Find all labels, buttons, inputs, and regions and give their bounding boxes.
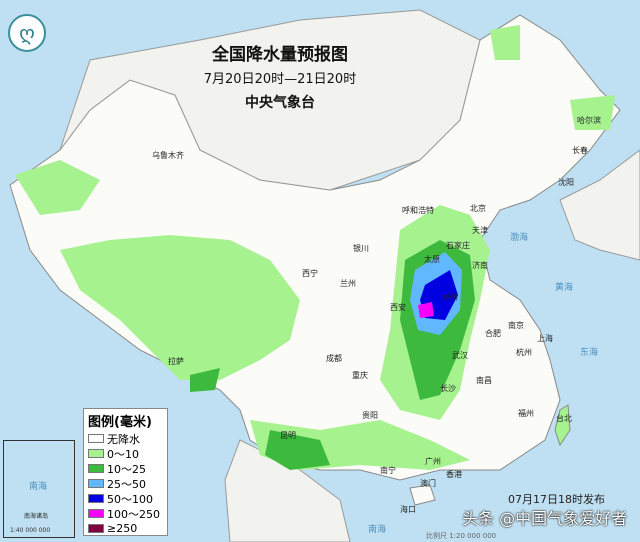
city-label: 成都 [326,354,342,363]
city-label: 西宁 [302,269,318,278]
legend-item: 100～250 [88,506,163,521]
legend-label: 无降水 [107,432,140,446]
legend-title: 图例(毫米) [88,415,152,430]
city-label: 重庆 [352,371,368,380]
city-label: 南昌 [476,376,492,385]
rain-0-10-west [60,235,300,380]
city-label: 银川 [353,244,369,253]
city-label: 广州 [425,457,441,466]
forecast-period: 7月20日20时—21日20时 [203,72,357,87]
map-title: 全国降水量预报图 [212,45,348,65]
city-label: 澳门 [420,479,436,488]
sea-label: 南海 [368,525,387,535]
legend-label: 10～25 [107,462,146,476]
legend-label: 50～100 [107,492,153,506]
city-label: 兰州 [340,279,356,288]
city-label: 长春 [572,146,588,155]
city-label: 拉萨 [168,357,184,366]
city-label: 沈阳 [558,178,574,187]
hainan [409,484,436,506]
legend-swatch [88,449,104,458]
legend-label: 25～50 [107,477,146,491]
city-label: 昆明 [280,431,296,440]
rain-0-10-northeast [490,25,615,130]
legend-swatch [88,524,104,533]
watermark: 头条 @中国气象爱好者 [462,509,628,528]
legend-item: 25～50 [88,476,163,491]
sea-label: 渤海 [510,233,529,243]
legend-swatch [88,464,104,473]
city-label: 福州 [518,409,534,418]
legend-swatch [88,494,104,503]
legend-item: 0～10 [88,446,163,461]
city-label: 长沙 [440,384,456,393]
taiwan [554,404,571,447]
city-label: 上海 [537,334,553,343]
legend-swatch [88,479,104,488]
city-label: 哈尔滨 [577,116,601,125]
legend-label: 0～10 [107,447,139,461]
land-korea-japan [559,149,640,261]
legend-label: ≥250 [107,522,138,535]
south-china-sea-inset: 南海 南海诸岛 1:40 000 000 [3,440,75,538]
city-label: 石家庄 [446,241,470,250]
legend-swatch [88,434,104,443]
city-label: 天津 [472,226,488,235]
legend-swatch [88,509,104,518]
inset-sea-label: 南海 [29,482,48,492]
legend-item: 50～100 [88,491,163,506]
city-label: 太原 [424,255,440,264]
city-label: 乌鲁木齐 [152,151,184,160]
scale-note: 比例尺 1:20 000 000 [426,532,497,540]
cma-logo-icon: ღ [8,14,46,52]
legend-item: 10～25 [88,461,163,476]
city-label: 南宁 [380,466,396,475]
publish-time: 07月17日18时发布 [508,493,605,506]
city-label: 济南 [472,261,488,270]
city-label: 呼和浩特 [402,206,434,215]
city-label: 台北 [556,414,572,423]
city-label: 香港 [446,470,462,479]
city-label: 海口 [400,505,416,514]
legend-item: ≥250 [88,521,163,536]
city-label: 贵阳 [362,411,378,420]
rain-100-250 [418,302,434,318]
sea-label: 东海 [580,348,599,358]
issuer: 中央气象台 [245,95,315,111]
city-label: 南京 [508,321,524,330]
city-label: 武汉 [452,351,468,360]
inset-islands-label: 南海诸岛 [24,513,49,520]
city-label: 杭州 [516,348,532,357]
city-label: 郑州 [442,293,458,302]
land-north [59,9,481,191]
legend-item: 无降水 [88,431,163,446]
sea-label: 黄海 [555,283,574,293]
legend: 图例(毫米) 无降水 0～10 10～25 25～50 50～100 100～2… [83,408,168,536]
rain-10-25 [190,240,475,470]
city-label: 北京 [470,204,486,213]
inset-scale: 1:40 000 000 [10,527,51,534]
city-label: 合肥 [485,329,501,338]
legend-label: 100～250 [107,507,160,521]
city-label: 西安 [390,303,406,312]
rain-0-10-northwest [15,160,100,215]
